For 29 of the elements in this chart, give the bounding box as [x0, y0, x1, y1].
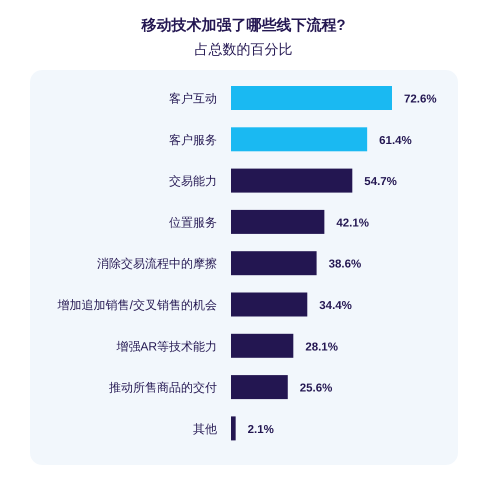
y-tick-label: 增加追加销售/交叉销售的机会	[56, 298, 217, 312]
data-label: 25.6%	[300, 382, 332, 395]
bar	[231, 127, 368, 152]
data-label: 72.6%	[404, 94, 437, 106]
y-tick-label: 客户服务	[169, 132, 217, 147]
y-tick-label: 推动所售商品的交付	[109, 380, 217, 395]
data-label: 34.4%	[319, 300, 352, 312]
y-tick-label: 位置服务	[169, 215, 217, 230]
bar	[231, 251, 317, 276]
bar	[231, 86, 392, 110]
bar	[231, 334, 294, 358]
data-label: 42.1%	[336, 217, 369, 230]
data-label: 61.4%	[379, 134, 412, 147]
y-tick-label: 客户互动	[169, 92, 217, 106]
bar	[231, 168, 352, 193]
bar	[231, 292, 308, 316]
bar	[231, 210, 324, 234]
y-tick-label: 其他	[193, 422, 217, 436]
y-tick-label: 增强AR等技术能力	[115, 339, 217, 354]
bar	[231, 375, 288, 400]
data-label: 54.7%	[364, 176, 397, 188]
y-tick-label: 交易能力	[169, 174, 217, 188]
data-label: 38.6%	[328, 258, 362, 271]
bar	[231, 416, 236, 440]
y-tick-label: 消除交易流程中的摩擦	[97, 256, 217, 271]
data-label: 28.1%	[305, 341, 338, 354]
data-label: 2.1%	[248, 424, 274, 436]
chart-subtitle: 占总数的百分比	[194, 41, 292, 57]
chart-title: 移动技术加强了哪些线下流程?	[140, 16, 346, 34]
